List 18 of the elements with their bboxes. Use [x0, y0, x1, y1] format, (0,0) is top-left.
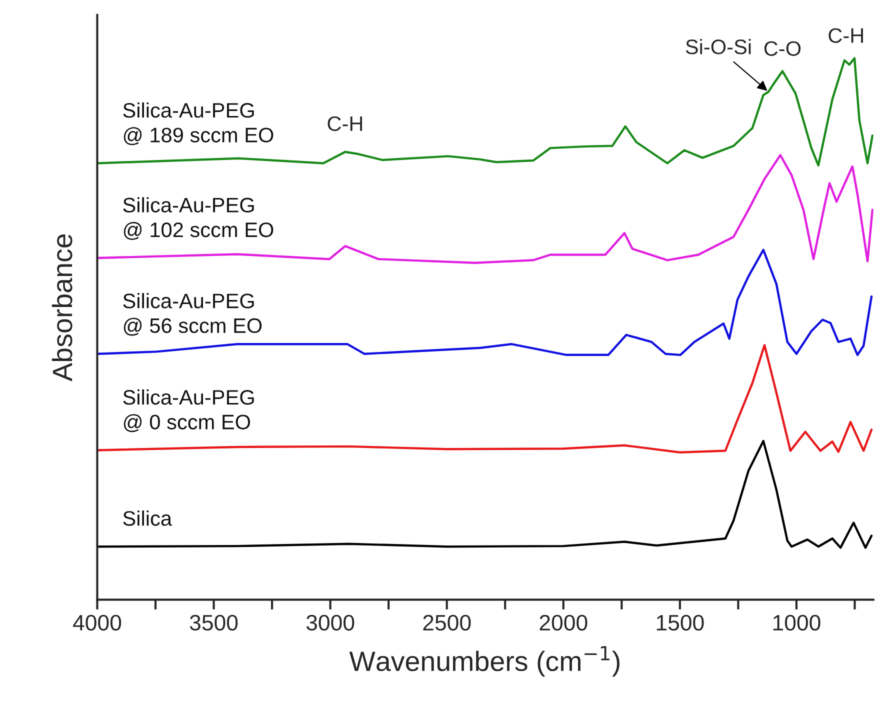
annotation: C-H: [328, 116, 362, 132]
series-label: Silica-Au-PEG @ 189 sccm EO: [123, 102, 274, 146]
annotation: C-O: [764, 41, 801, 56]
series-label: Silica-Au-PEG @ 102 sccm EO: [123, 197, 274, 240]
x-tick-label: 3500: [190, 614, 238, 631]
series-label: Silica-Au-PEG @ 0 sccm EO: [123, 389, 254, 432]
y-axis-title: Absorbance: [52, 234, 72, 382]
x-tick-label: 1500: [656, 614, 704, 631]
x-tick-label: 2000: [540, 614, 588, 631]
x-tick-label: 2500: [423, 614, 471, 631]
series-label: Silica: [123, 510, 172, 526]
x-tick-label: 3000: [306, 614, 354, 631]
annotation: Si-O-Si: [686, 39, 751, 54]
annotation: C-H: [828, 28, 863, 43]
series-label: Silica-Au-PEG @ 56 sccm EO: [123, 293, 262, 336]
x-axis-title: Wavenumbers (cm$^{−1}$): [349, 646, 620, 677]
x-tick-label: 1000: [773, 614, 820, 631]
x-tick-label: 4000: [73, 614, 122, 631]
